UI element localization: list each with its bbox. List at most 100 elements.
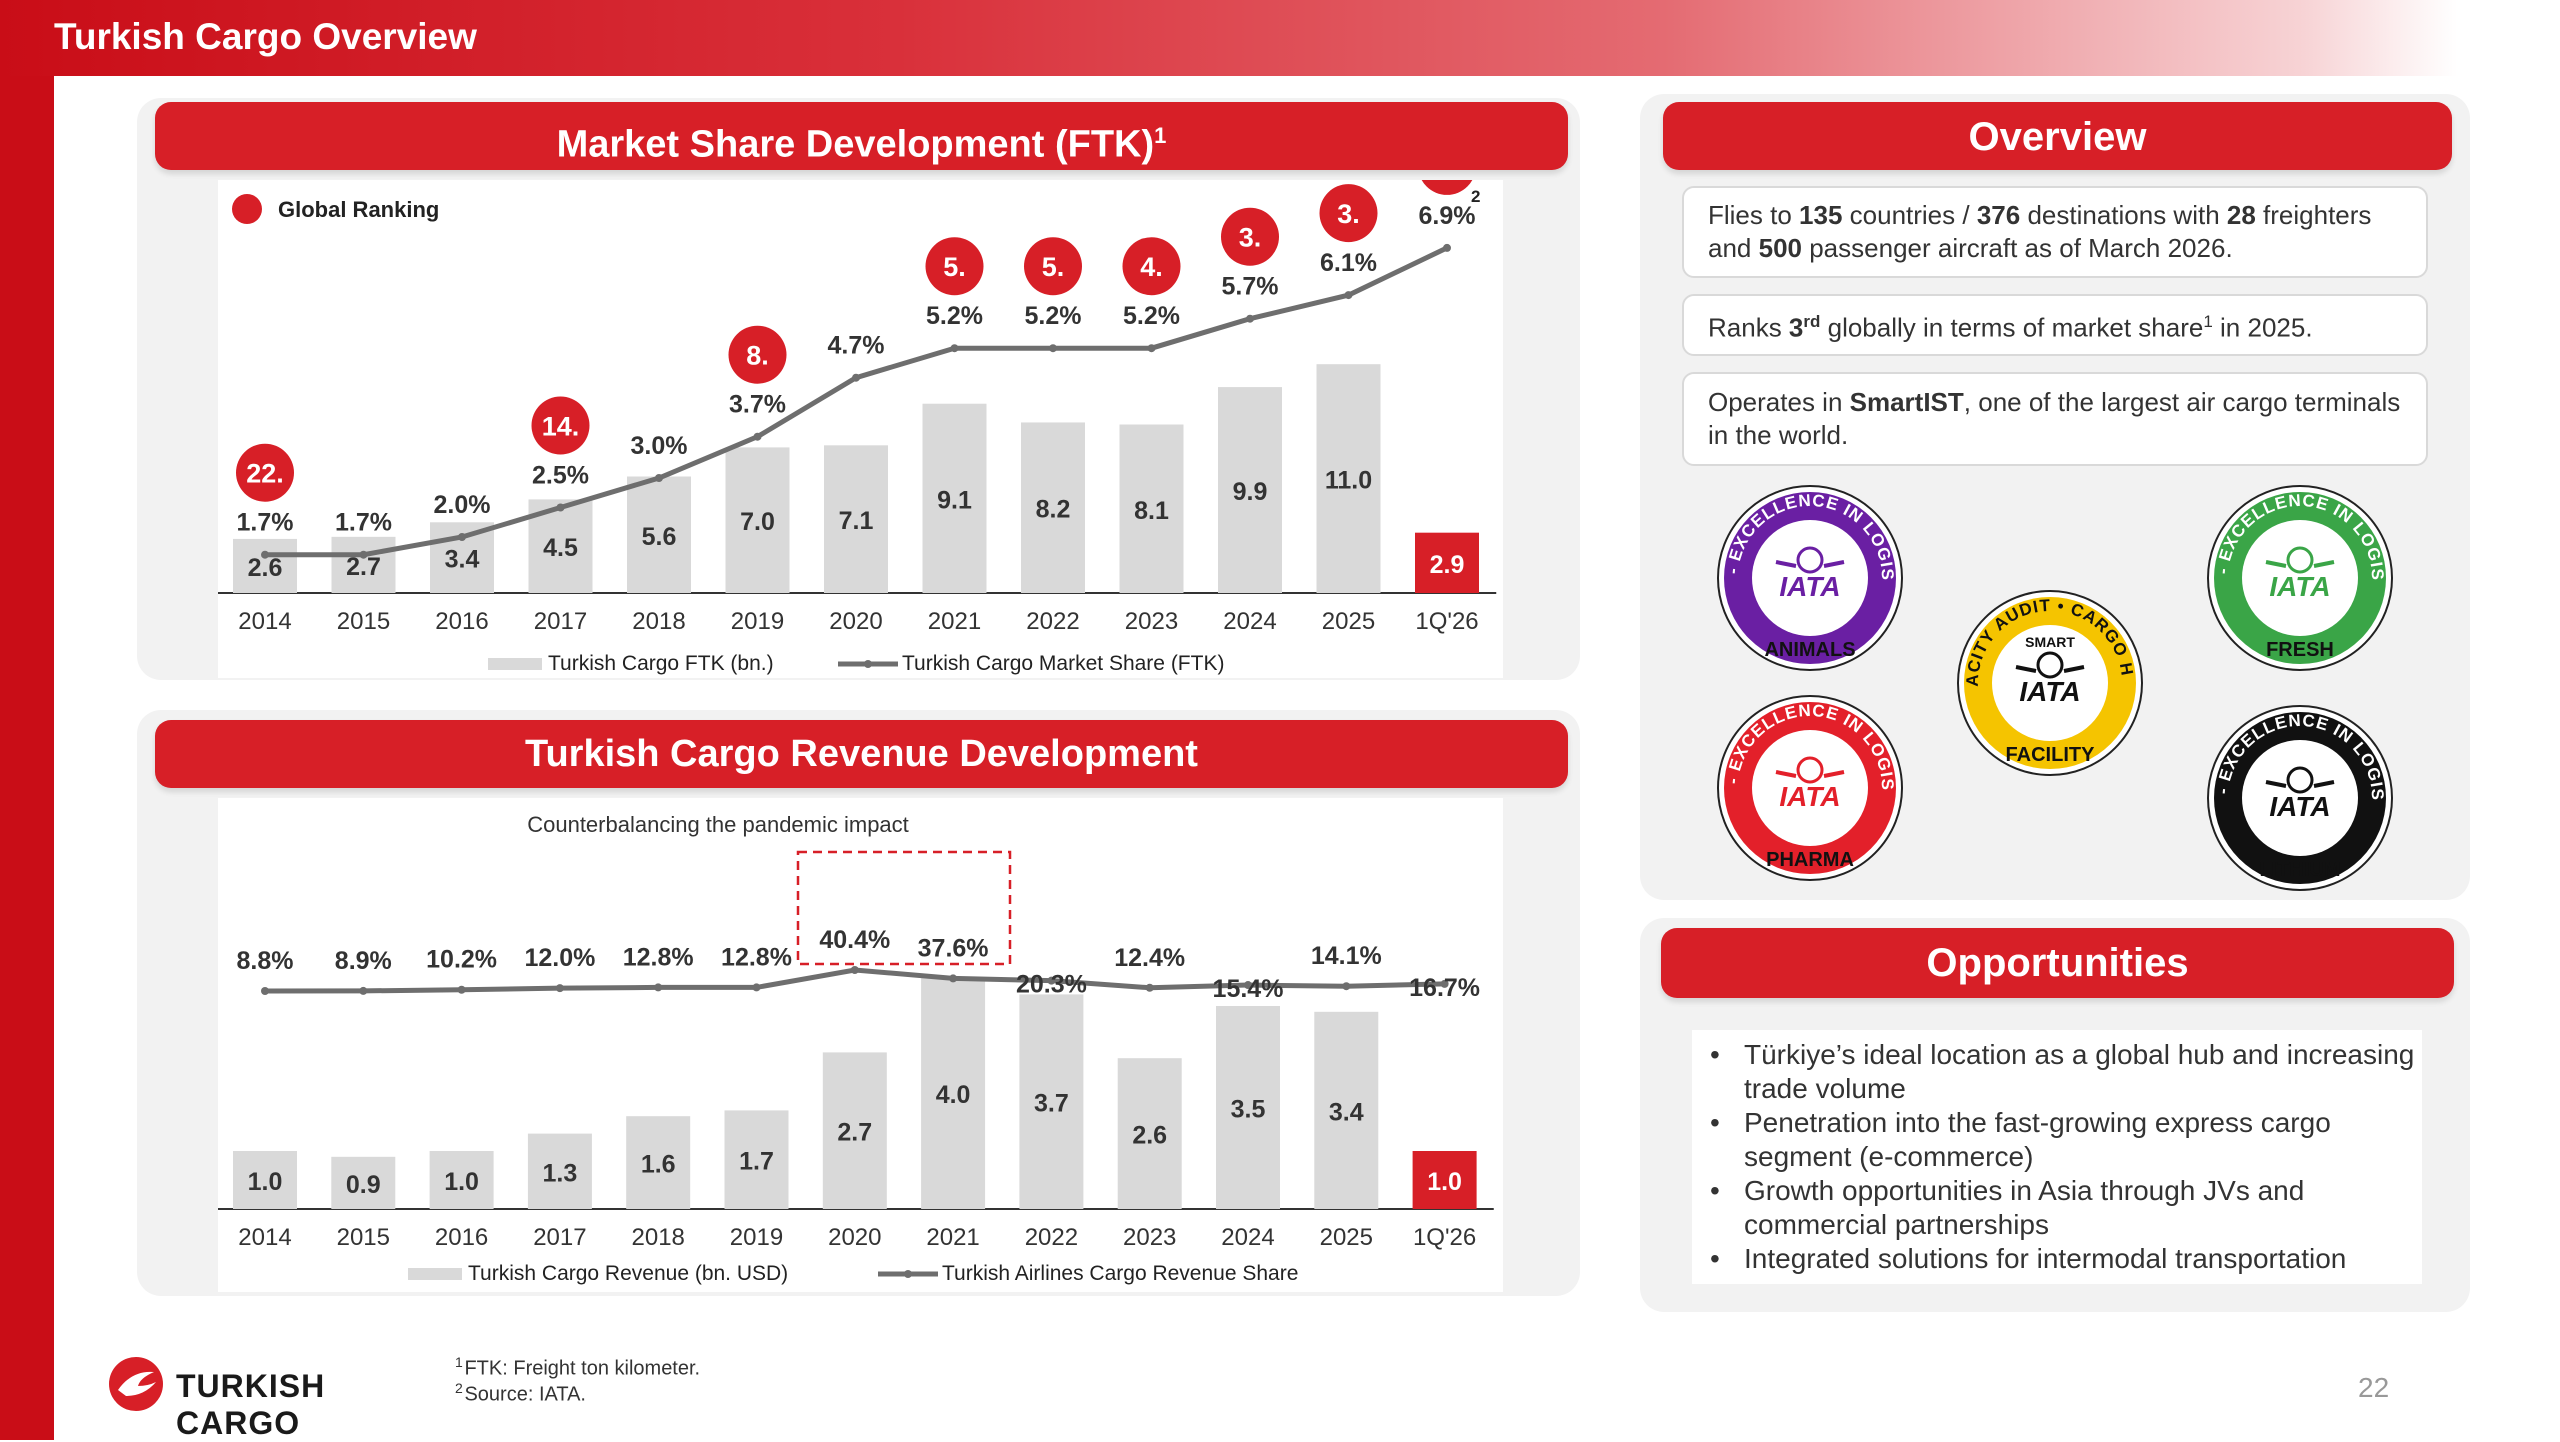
- ov1-freighters: 28: [2226, 200, 2256, 230]
- x-tick-label: 1Q'26: [1415, 608, 1478, 635]
- x-tick-label: 2014: [238, 608, 291, 635]
- market-share-chart: 2.620142.720153.420164.520175.620187.020…: [215, 136, 1497, 675]
- ov1-t5: passenger aircraft as of March 2026.: [1802, 233, 2233, 263]
- badge-inner-disc: [1752, 520, 1868, 636]
- line-point: [1440, 979, 1449, 988]
- ranking-circle: [531, 396, 590, 455]
- footnote-2: 2 Source: IATA.: [455, 1380, 586, 1407]
- badge-inner-disc: [2242, 740, 2358, 856]
- logo-bird-icon: [109, 1357, 163, 1411]
- bar: [331, 536, 396, 593]
- x-tick-label: 2024: [1223, 608, 1276, 635]
- line-value-label: 1.7%: [237, 509, 294, 537]
- line-value-label: 40.4%: [819, 926, 890, 954]
- ov2-rank-sup: rd: [1803, 312, 1821, 332]
- wings-icon: [1775, 770, 1845, 778]
- line-value-label: 10.2%: [426, 946, 497, 974]
- line-value-label: 2.0%: [434, 491, 491, 519]
- footnote-1: 1 FTK: Freight ton kilometer.: [455, 1354, 700, 1381]
- ov1-passenger: 500: [1758, 233, 1802, 263]
- line-point: [556, 503, 565, 512]
- line-value-label: 3.7%: [729, 391, 786, 419]
- bar: [331, 1156, 396, 1209]
- line-point: [1047, 976, 1056, 985]
- line-value-label: 6.9%: [1419, 202, 1476, 230]
- title-bar: [0, 0, 2560, 76]
- bar-value-label: 2.6: [1132, 1122, 1167, 1150]
- line-point: [1246, 314, 1254, 323]
- line-value-label: 15.4%: [1213, 975, 1284, 1003]
- bar-value-label: 9.9: [1233, 478, 1268, 506]
- bar-value-label: 1.0: [444, 1168, 479, 1196]
- line-value-label: 4.7%: [828, 332, 885, 360]
- bar-value-label: 8.2: [1036, 496, 1071, 524]
- global-ranking-legend-label: Global Ranking: [278, 197, 439, 222]
- line-value-label: 12.8%: [623, 943, 694, 971]
- globe-icon: [2286, 766, 2314, 794]
- bar-value-label: 3.4: [1329, 1098, 1364, 1126]
- ranking-label: 4.: [1140, 252, 1163, 282]
- line-point: [1342, 982, 1351, 991]
- line-point: [752, 983, 761, 992]
- ov3-t2: , one of the largest air cargo terminals…: [1708, 387, 2401, 450]
- ranking-label: 14.: [542, 412, 580, 442]
- page-number: 22: [2358, 1372, 2390, 1403]
- opportunity-item: Integrated solutions for intermodal tran…: [1692, 1242, 2422, 1276]
- ov1-t3: destinations with: [2020, 200, 2227, 230]
- globe-icon: [1796, 756, 1824, 784]
- bar: [725, 447, 790, 593]
- revenue-banner: Turkish Cargo Revenue Development: [155, 720, 1568, 788]
- badge-bottom-text: FRESH: [2266, 639, 2334, 661]
- badge-bottom-text: LITHIUM: [2259, 859, 2340, 881]
- logo-text: TURKISH CARGO: [176, 1368, 326, 1441]
- badge-bottom-text: ANIMALS: [1764, 639, 1855, 661]
- bar-value-label: 1.3: [543, 1159, 578, 1187]
- bar: [233, 1151, 297, 1209]
- legend-bar-label: Turkish Cargo Revenue (bn. USD): [468, 1262, 788, 1285]
- line-point: [655, 474, 663, 482]
- bar: [527, 1133, 592, 1209]
- x-tick-label: 2018: [632, 608, 685, 635]
- pandemic-annotation: Counterbalancing the pandemic impact: [527, 812, 909, 837]
- line-value-label: 8.9%: [335, 947, 392, 975]
- line-value-label: 12.4%: [1114, 944, 1185, 972]
- bar: [233, 538, 297, 593]
- footnote-2-marker: 2: [455, 1380, 463, 1396]
- ranking-label: 3.: [1239, 223, 1262, 253]
- overview-item-destinations: Flies to 135 countries / 376 destination…: [1682, 186, 2428, 278]
- overview-banner: Overview: [1663, 102, 2452, 170]
- bar-value-label: 2.9: [1430, 551, 1465, 579]
- bar: [1216, 1006, 1280, 1209]
- x-tick-label: 2023: [1125, 608, 1178, 635]
- line-value-label: 12.8%: [721, 943, 792, 971]
- legend-bar-label: Turkish Cargo FTK (bn.): [548, 652, 774, 675]
- left-accent-bar: [0, 0, 54, 1440]
- ranking-circle: [1122, 237, 1181, 296]
- line-point: [457, 985, 466, 994]
- badge-inner-disc: [1752, 730, 1868, 846]
- bar: [1218, 387, 1282, 593]
- bar-value-label: 1.6: [641, 1151, 676, 1179]
- x-tick-label: 2021: [926, 1224, 979, 1251]
- revenue-title: Turkish Cargo Revenue Development: [525, 733, 1198, 775]
- line-point: [852, 373, 860, 382]
- bar-value-label: 7.0: [740, 508, 775, 536]
- line-point: [359, 986, 368, 995]
- certification-badge: CEIV - EXCELLENCE IN LOGISTICSIATAANIMAL…: [1700, 478, 1903, 671]
- legend-bar-swatch: [488, 658, 542, 670]
- revenue-chart-area: 1.0 2014 0.9 2015 1.0 2016 1.3 2017 1.6 2018 1.7 20…: [215, 798, 1503, 1292]
- badge-top-text: SMART: [2025, 634, 2075, 650]
- opportunities-title: Opportunities: [1926, 941, 2189, 985]
- x-tick-label: 2020: [829, 608, 882, 635]
- line-value-label: 16.7%: [1409, 974, 1480, 1002]
- legend-line-marker: [904, 1270, 912, 1278]
- x-tick-label: 2025: [1320, 1224, 1373, 1251]
- line-value-label: 12.0%: [524, 944, 595, 972]
- bar: [1316, 364, 1381, 593]
- ov1-t4: freighters and: [1708, 200, 2372, 263]
- ov1-destinations: 376: [1976, 200, 2021, 230]
- ov1-countries: 135: [1799, 200, 1843, 230]
- x-tick-label: 2020: [828, 1224, 881, 1251]
- ranking-circle: [236, 443, 294, 502]
- bar: [922, 403, 987, 593]
